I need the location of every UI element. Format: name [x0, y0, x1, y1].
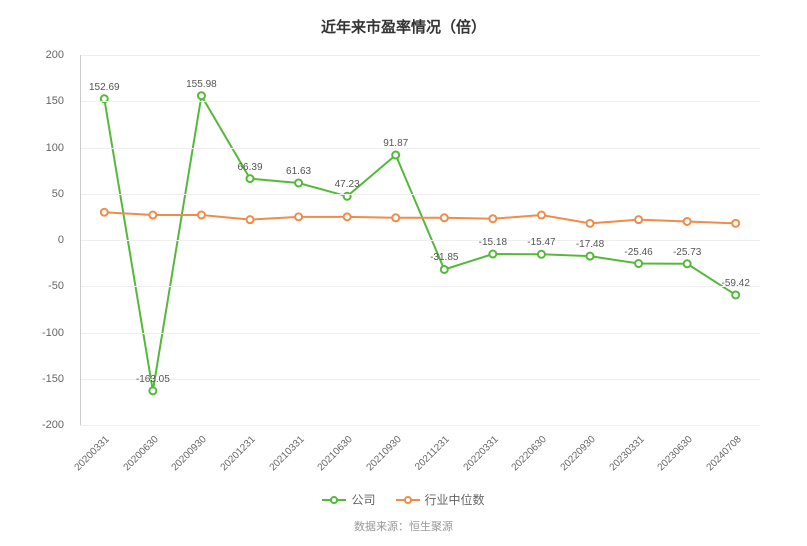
data-point[interactable]: [587, 220, 594, 227]
legend-label: 公司: [351, 491, 375, 508]
y-tick-label: 0: [58, 234, 64, 246]
x-tick-label: 20210331: [267, 434, 306, 473]
legend-item[interactable]: 行业中位数: [396, 491, 485, 508]
x-tick-label: 20230630: [656, 434, 695, 473]
data-label: -59.42: [722, 278, 750, 289]
y-axis: -200-150-100-50050100150200: [0, 55, 72, 425]
data-point[interactable]: [489, 251, 496, 258]
data-point[interactable]: [392, 214, 399, 221]
gridline: [80, 379, 760, 380]
data-label: 152.69: [89, 82, 120, 93]
data-point[interactable]: [441, 266, 448, 273]
data-point[interactable]: [149, 212, 156, 219]
data-point[interactable]: [101, 209, 108, 216]
x-axis: 2020033120200630202009302020123120210331…: [80, 428, 760, 488]
data-point[interactable]: [295, 179, 302, 186]
x-tick-label: 20210930: [364, 434, 403, 473]
x-tick-label: 20211231: [413, 434, 452, 473]
data-label: -163.05: [136, 374, 170, 385]
x-tick-label: 20200331: [73, 434, 112, 473]
chart-title: 近年来市盈率情况（倍）: [0, 0, 807, 37]
y-tick-label: -50: [48, 280, 64, 292]
x-tick-label: 20220930: [559, 434, 598, 473]
x-tick-label: 20210630: [316, 434, 355, 473]
y-tick-label: 50: [52, 188, 64, 200]
data-label: 47.23: [335, 179, 360, 190]
y-axis-line: [80, 55, 81, 425]
data-label: 66.39: [237, 162, 262, 173]
data-point[interactable]: [684, 218, 691, 225]
data-point[interactable]: [732, 291, 739, 298]
x-tick-label: 20220630: [510, 434, 549, 473]
y-tick-label: -200: [42, 419, 64, 431]
data-point[interactable]: [684, 260, 691, 267]
plot-area: 152.69 -163.05 155.98 66.39 61.63 47.23 91.87 -…: [80, 55, 760, 425]
data-label: -25.46: [624, 247, 652, 258]
legend-marker-icon: [396, 495, 420, 505]
legend: 公司 行业中位数: [0, 491, 807, 508]
data-point[interactable]: [587, 253, 594, 260]
gridline: [80, 148, 760, 149]
x-tick-label: 20201231: [219, 434, 258, 473]
y-tick-label: 200: [46, 49, 64, 61]
data-label: 91.87: [383, 138, 408, 149]
data-point[interactable]: [198, 92, 205, 99]
data-point[interactable]: [538, 251, 545, 258]
data-point[interactable]: [392, 152, 399, 159]
data-point[interactable]: [295, 213, 302, 220]
data-point[interactable]: [489, 215, 496, 222]
data-label: -17.48: [576, 239, 604, 250]
data-point[interactable]: [247, 175, 254, 182]
series-line-0: [104, 96, 735, 391]
data-label: 155.98: [186, 79, 217, 90]
data-label: -25.73: [673, 247, 701, 258]
data-label: -15.47: [527, 237, 555, 248]
gridline: [80, 55, 760, 56]
gridline: [80, 101, 760, 102]
x-tick-label: 20240708: [704, 434, 743, 473]
x-tick-label: 20200630: [121, 434, 160, 473]
data-label: -15.18: [479, 237, 507, 248]
source-label: 数据来源：恒生聚源: [0, 518, 807, 534]
y-tick-label: -100: [42, 327, 64, 339]
x-tick-label: 20230331: [607, 434, 646, 473]
y-tick-label: -150: [42, 373, 64, 385]
gridline: [80, 333, 760, 334]
data-point[interactable]: [635, 260, 642, 267]
data-label: -31.85: [430, 252, 458, 263]
legend-item[interactable]: 公司: [322, 491, 375, 508]
data-point[interactable]: [198, 212, 205, 219]
data-point[interactable]: [732, 220, 739, 227]
gridline: [80, 240, 760, 241]
gridline: [80, 286, 760, 287]
gridline: [80, 425, 760, 426]
x-tick-label: 20200930: [170, 434, 209, 473]
chart-container: 近年来市盈率情况（倍） -200-150-100-50050100150200 …: [0, 0, 807, 546]
data-point[interactable]: [344, 213, 351, 220]
data-point[interactable]: [149, 387, 156, 394]
x-tick-label: 20220331: [461, 434, 500, 473]
gridline: [80, 194, 760, 195]
legend-label: 行业中位数: [425, 491, 485, 508]
y-tick-label: 150: [46, 95, 64, 107]
data-point[interactable]: [247, 216, 254, 223]
y-tick-label: 100: [46, 142, 64, 154]
legend-marker-icon: [322, 495, 346, 505]
data-point[interactable]: [538, 212, 545, 219]
data-label: 61.63: [286, 166, 311, 177]
data-point[interactable]: [635, 216, 642, 223]
data-point[interactable]: [441, 214, 448, 221]
